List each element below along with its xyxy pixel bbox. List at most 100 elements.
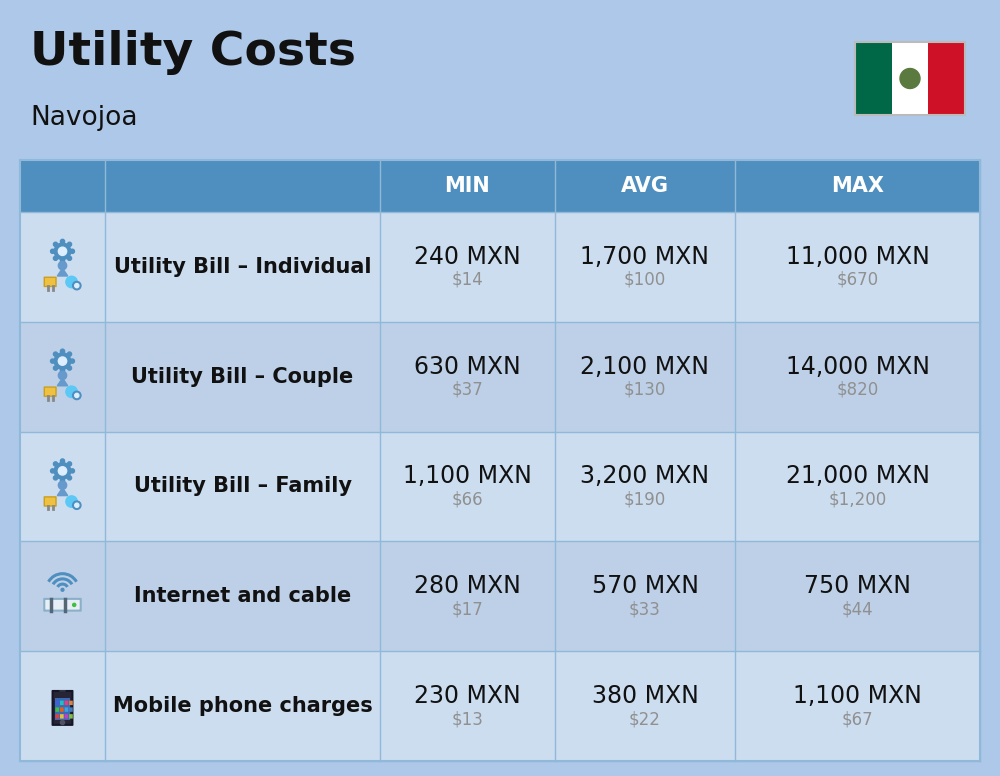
Circle shape [60, 479, 65, 483]
Text: 1,700 MXN: 1,700 MXN [580, 245, 710, 269]
Circle shape [58, 466, 67, 475]
Text: $190: $190 [624, 490, 666, 508]
FancyBboxPatch shape [928, 42, 965, 115]
Text: $670: $670 [836, 271, 879, 289]
Text: $14: $14 [452, 271, 483, 289]
Circle shape [67, 476, 72, 480]
Circle shape [53, 256, 58, 261]
FancyBboxPatch shape [44, 599, 81, 611]
FancyBboxPatch shape [69, 714, 73, 719]
Circle shape [53, 366, 58, 370]
Circle shape [900, 68, 920, 88]
FancyBboxPatch shape [55, 708, 59, 712]
Circle shape [60, 239, 65, 244]
Text: Internet and cable: Internet and cable [134, 587, 351, 606]
Text: $22: $22 [629, 710, 661, 728]
Polygon shape [57, 268, 68, 276]
Text: Utility Costs: Utility Costs [30, 30, 356, 75]
FancyBboxPatch shape [20, 431, 980, 542]
Circle shape [61, 588, 64, 591]
Circle shape [70, 469, 74, 473]
FancyBboxPatch shape [65, 708, 68, 712]
Text: 280 MXN: 280 MXN [414, 574, 521, 598]
Polygon shape [57, 488, 68, 496]
Circle shape [58, 481, 67, 490]
Text: 750 MXN: 750 MXN [804, 574, 911, 598]
FancyBboxPatch shape [60, 701, 64, 705]
Text: 630 MXN: 630 MXN [414, 355, 521, 379]
FancyBboxPatch shape [65, 714, 68, 719]
Circle shape [58, 262, 67, 270]
Text: $44: $44 [842, 601, 873, 618]
FancyBboxPatch shape [20, 322, 980, 431]
FancyBboxPatch shape [60, 708, 64, 712]
Circle shape [60, 349, 65, 353]
Circle shape [60, 259, 65, 263]
Text: $66: $66 [452, 490, 483, 508]
FancyBboxPatch shape [892, 42, 928, 115]
Circle shape [70, 359, 74, 363]
Text: 380 MXN: 380 MXN [592, 684, 698, 708]
Circle shape [60, 369, 65, 373]
FancyBboxPatch shape [60, 714, 64, 719]
Text: Mobile phone charges: Mobile phone charges [113, 696, 372, 716]
Text: 1,100 MXN: 1,100 MXN [403, 465, 532, 489]
Circle shape [54, 462, 71, 480]
Text: MAX: MAX [831, 176, 884, 196]
FancyBboxPatch shape [855, 42, 892, 115]
Circle shape [51, 359, 55, 363]
FancyBboxPatch shape [20, 212, 980, 322]
Circle shape [67, 352, 72, 356]
Circle shape [66, 496, 77, 508]
Circle shape [75, 393, 79, 397]
Text: $130: $130 [624, 381, 666, 399]
FancyBboxPatch shape [65, 701, 68, 705]
FancyBboxPatch shape [59, 690, 66, 691]
Circle shape [75, 283, 79, 288]
Text: $1,200: $1,200 [828, 490, 887, 508]
FancyBboxPatch shape [55, 698, 70, 720]
Circle shape [70, 249, 74, 254]
Text: $100: $100 [624, 271, 666, 289]
Circle shape [60, 459, 65, 463]
Text: $820: $820 [836, 381, 879, 399]
Circle shape [73, 282, 81, 289]
Circle shape [53, 462, 58, 466]
FancyBboxPatch shape [55, 714, 59, 719]
Circle shape [51, 469, 55, 473]
Text: Utility Bill – Individual: Utility Bill – Individual [114, 257, 371, 277]
Text: 21,000 MXN: 21,000 MXN [786, 465, 930, 489]
Polygon shape [57, 378, 68, 386]
Circle shape [54, 353, 71, 369]
FancyBboxPatch shape [69, 708, 73, 712]
Circle shape [58, 371, 67, 379]
Circle shape [67, 242, 72, 247]
FancyBboxPatch shape [69, 701, 73, 705]
Circle shape [53, 476, 58, 480]
Circle shape [67, 462, 72, 466]
Circle shape [53, 242, 58, 247]
Text: $13: $13 [452, 710, 483, 728]
Text: $17: $17 [452, 601, 483, 618]
FancyBboxPatch shape [44, 387, 56, 397]
Circle shape [53, 352, 58, 356]
Circle shape [54, 243, 71, 260]
Circle shape [73, 603, 76, 606]
Text: 3,200 MXN: 3,200 MXN [580, 465, 710, 489]
Text: 11,000 MXN: 11,000 MXN [786, 245, 929, 269]
Text: Utility Bill – Family: Utility Bill – Family [134, 476, 352, 497]
Circle shape [66, 386, 77, 397]
Text: 1,100 MXN: 1,100 MXN [793, 684, 922, 708]
Text: 570 MXN: 570 MXN [592, 574, 698, 598]
Circle shape [60, 720, 65, 725]
Text: $37: $37 [452, 381, 483, 399]
Text: 240 MXN: 240 MXN [414, 245, 521, 269]
Text: 2,100 MXN: 2,100 MXN [580, 355, 710, 379]
FancyBboxPatch shape [20, 542, 980, 651]
FancyBboxPatch shape [20, 160, 980, 212]
FancyBboxPatch shape [44, 277, 56, 286]
Circle shape [75, 503, 79, 508]
Circle shape [66, 276, 77, 288]
Text: $33: $33 [629, 601, 661, 618]
Text: 14,000 MXN: 14,000 MXN [786, 355, 930, 379]
